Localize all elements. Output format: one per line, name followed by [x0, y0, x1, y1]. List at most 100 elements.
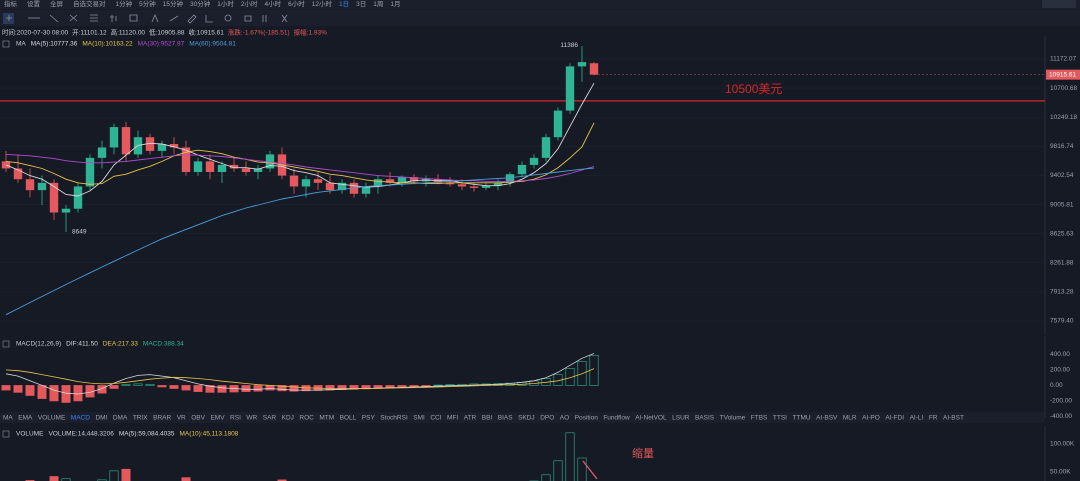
timeframe[interactable]: 6小时 — [288, 0, 305, 8]
macd-bar — [289, 385, 299, 392]
candle-body — [445, 182, 455, 185]
indicator-tab[interactable]: VR — [177, 415, 186, 422]
candle-body — [517, 164, 527, 175]
timeframe[interactable]: 1日 — [339, 0, 349, 8]
info-item: 收:10915.61 — [188, 28, 224, 37]
corner-button[interactable] — [1042, 0, 1076, 8]
candle-body — [589, 63, 599, 75]
timeframe[interactable]: 12小时 — [312, 0, 333, 8]
indicator-tab[interactable]: AI-NetVOL — [635, 415, 667, 422]
candle-body — [397, 177, 407, 183]
indicator-tab[interactable]: LSUR — [672, 415, 690, 422]
indicator-tab[interactable]: RSI — [230, 415, 241, 422]
indicator-tab[interactable]: VOLUME — [38, 415, 66, 422]
parallel-icon — [90, 14, 98, 22]
volume-bar — [541, 474, 551, 481]
timeframe[interactable]: 2小时 — [241, 0, 258, 8]
candle-body — [109, 127, 119, 148]
macd-bar — [349, 385, 359, 390]
high-label: 11386 — [560, 42, 578, 49]
legend-item: MA(10):45,113.1808 — [180, 431, 239, 438]
macd-bar — [73, 385, 83, 402]
indicator-tab[interactable]: Position — [575, 415, 599, 422]
timeframe[interactable]: 30分钟 — [190, 0, 211, 8]
indicator-tab[interactable]: MLR — [843, 415, 857, 422]
indicator-tab[interactable]: TRIX — [133, 415, 148, 422]
indicator-tab[interactable]: BASIS — [695, 415, 715, 422]
indicator-tab[interactable]: AI-LI — [910, 415, 924, 422]
timeframe[interactable]: 15分钟 — [163, 0, 184, 8]
indicator-tab[interactable]: EMV — [210, 415, 225, 422]
indicator-tab[interactable]: TVolume — [720, 415, 746, 422]
indicator-tab[interactable]: BRAR — [153, 415, 171, 422]
ma-line — [5, 167, 595, 316]
indicator-tab[interactable]: BIAS — [498, 415, 513, 422]
candle-body — [157, 144, 167, 151]
toolbar-item[interactable]: 全屏 — [50, 0, 64, 8]
indicator-tab[interactable]: Fundflow — [603, 415, 630, 422]
indicator-tab[interactable]: SAR — [263, 415, 277, 422]
info-item: 涨跌:-1.67%(-185.51) — [228, 28, 290, 37]
timeframe[interactable]: 4小时 — [264, 0, 281, 8]
indicator-tab[interactable]: DPO — [540, 415, 554, 422]
indicator-tab[interactable]: BOLL — [340, 415, 357, 422]
candle-body — [565, 66, 575, 111]
timeframe[interactable]: 1周 — [373, 0, 383, 8]
candle-body — [61, 208, 71, 213]
indicator-tab[interactable]: AI-FDI — [885, 415, 904, 422]
indicator-tab[interactable]: SKDJ — [518, 415, 535, 422]
volume-bar — [565, 432, 575, 481]
indicator-tab[interactable]: DMA — [113, 415, 128, 422]
indicator-tab[interactable]: PSY — [362, 415, 376, 422]
indicator-tab[interactable]: MACD — [71, 415, 90, 422]
indicator-tab[interactable]: BBI — [482, 415, 493, 422]
cursor-tool[interactable] — [3, 13, 14, 24]
y-tick-label: 8625.63 — [1050, 230, 1074, 237]
timeframe[interactable]: 1月 — [390, 0, 400, 8]
indicator-tab[interactable]: StochRSI — [380, 415, 408, 422]
indicator-tab[interactable]: DMI — [95, 415, 107, 422]
annotation-label: 10500美元 — [725, 82, 782, 96]
indicator-tab[interactable]: ATR — [464, 415, 477, 422]
timeframe[interactable]: 1分钟 — [116, 0, 133, 8]
indicator-tab[interactable]: FTBS — [751, 415, 768, 422]
indicator-tab[interactable]: MFI — [447, 415, 458, 422]
candle-body — [457, 184, 467, 187]
y-tick-label: 200.00 — [1050, 367, 1070, 374]
candle-body — [529, 157, 539, 165]
legend-item: MA(5):59,084.4035 — [119, 431, 175, 438]
indicator-tab[interactable]: TTSI — [773, 415, 787, 422]
indicator-tab[interactable]: AO — [560, 415, 569, 422]
ma-line — [5, 82, 595, 197]
indicator-tab[interactable]: MTM — [319, 415, 334, 422]
indicator-tab[interactable]: SMI — [413, 415, 425, 422]
indicator-tab[interactable]: MA — [3, 415, 13, 422]
indicator-tab[interactable]: WR — [246, 415, 257, 422]
candle-body — [481, 185, 491, 188]
indicator-tab[interactable]: OBV — [191, 415, 205, 422]
timeframe[interactable]: 3日 — [356, 0, 366, 8]
macd-bar — [565, 368, 575, 386]
timeframe[interactable]: 1小时 — [217, 0, 234, 8]
macd-bar — [49, 385, 59, 402]
y-tick-label: 0.00 — [1050, 382, 1063, 389]
volume-bar — [277, 479, 287, 481]
indicator-tab[interactable]: AI-PO — [862, 415, 880, 422]
indicator-tab[interactable]: FR — [929, 415, 938, 422]
toolbar-item[interactable]: 设置 — [27, 0, 41, 8]
indicator-tab[interactable]: KDJ — [282, 415, 294, 422]
candle-body — [145, 137, 155, 151]
indicator-tab[interactable]: ROC — [299, 415, 314, 422]
indicator-tab[interactable]: AI-BST — [943, 415, 964, 422]
indicator-tab[interactable]: TTMU — [793, 415, 811, 422]
indicator-tab[interactable]: CCI — [430, 415, 441, 422]
indicator-tab[interactable]: EMA — [18, 415, 33, 422]
indicator-tab[interactable]: AI-BSV — [816, 415, 838, 422]
macd-bar — [181, 385, 191, 391]
lock-icon — [244, 15, 252, 22]
toolbar-item[interactable]: 自选交易对 — [73, 0, 106, 8]
timeframe[interactable]: 5分钟 — [139, 0, 156, 8]
toolbar-item[interactable]: 指标 — [4, 0, 18, 8]
macd-bar — [61, 385, 71, 403]
candle-body — [505, 174, 515, 183]
